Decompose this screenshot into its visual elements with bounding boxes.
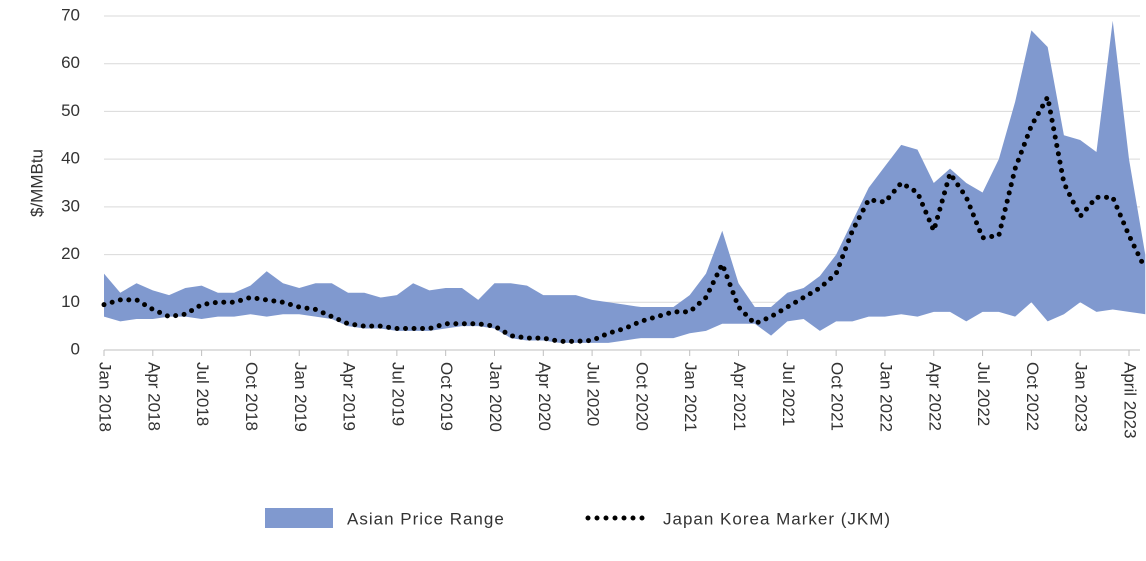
y-axis-label: $/MMBtu (27, 149, 46, 217)
x-tick-label: Jan 2023 (1072, 362, 1091, 432)
x-tick-label: Jan 2018 (96, 362, 115, 432)
x-tick-label: Apr 2019 (340, 362, 359, 431)
y-tick-label: 60 (61, 53, 80, 72)
x-tick-label: Jan 2019 (291, 362, 310, 432)
x-tick-label: Oct 2018 (242, 362, 261, 431)
x-tick-label: Jul 2019 (388, 362, 407, 426)
price-range-area (104, 20, 1146, 343)
x-tick-label: Oct 2020 (632, 362, 651, 431)
x-tick-label: Jul 2018 (193, 362, 212, 426)
y-tick-label: 70 (61, 5, 80, 24)
y-tick-label: 10 (61, 292, 80, 311)
legend-swatch (265, 508, 333, 528)
x-tick-label: Jul 2020 (584, 362, 603, 426)
x-tick-label: Oct 2019 (437, 362, 456, 431)
y-tick-label: 30 (61, 196, 80, 215)
x-tick-label: Jan 2020 (486, 362, 505, 432)
x-tick-label: Oct 2022 (1023, 362, 1042, 431)
legend-label: Asian Price Range (347, 509, 505, 528)
x-tick-label: Jul 2021 (779, 362, 798, 426)
y-tick-label: 0 (71, 339, 80, 358)
legend-label: Japan Korea Marker (JKM) (663, 509, 891, 528)
x-tick-label: Apr 2022 (925, 362, 944, 431)
x-tick-label: Jan 2022 (876, 362, 895, 432)
x-tick-label: April 2023 (1121, 362, 1140, 439)
y-tick-label: 20 (61, 244, 80, 263)
y-tick-label: 50 (61, 101, 80, 120)
x-tick-label: Jul 2022 (974, 362, 993, 426)
x-tick-label: Jan 2021 (681, 362, 700, 432)
x-tick-label: Apr 2021 (730, 362, 749, 431)
x-tick-label: Apr 2018 (144, 362, 163, 431)
x-tick-label: Oct 2021 (828, 362, 847, 431)
y-tick-label: 40 (61, 149, 80, 168)
x-tick-label: Apr 2020 (535, 362, 554, 431)
